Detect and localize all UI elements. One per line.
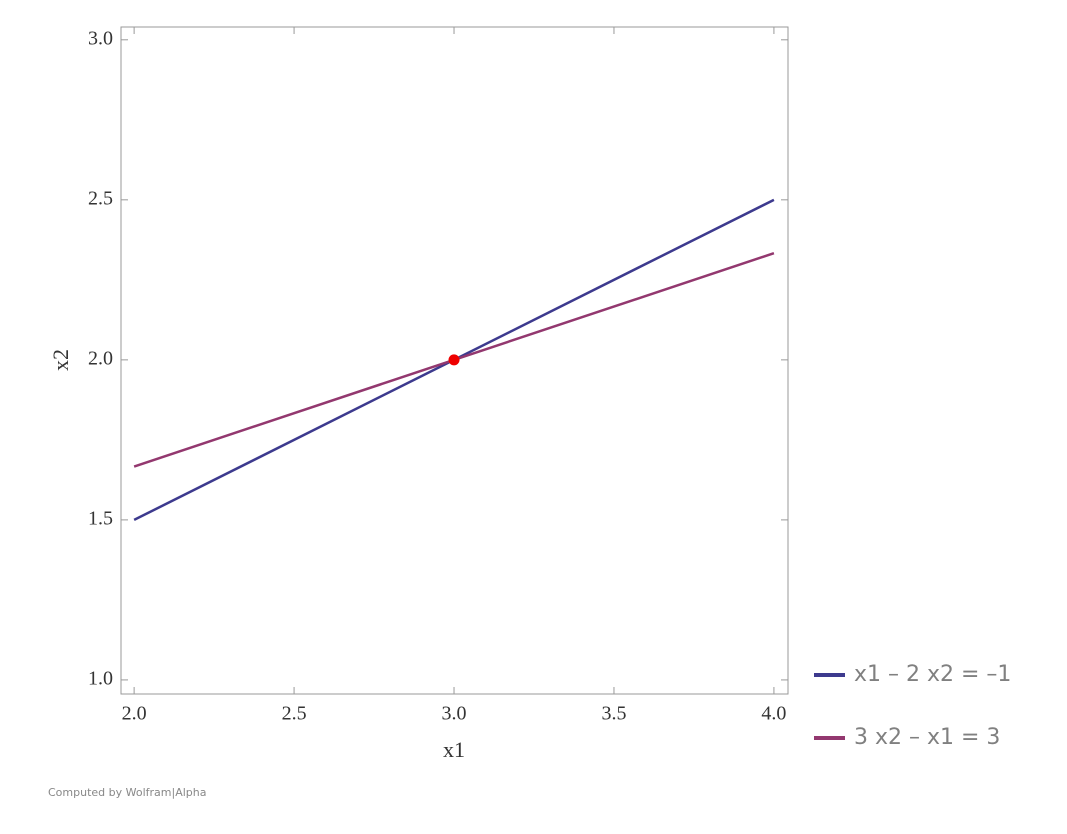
x-tick-label: 4.0 [761,703,786,725]
legend-label: x1 – 2 x2 = –1 [854,662,1011,687]
x-tick-label: 2.5 [282,703,307,725]
y-axis-label: x2 [48,349,73,371]
x-tick-label: 3.5 [601,703,626,725]
solution-point [448,354,460,366]
x-tick-label: 3.0 [442,703,467,725]
y-tick-label: 1.5 [88,507,113,529]
legend-label: 3 x2 – x1 = 3 [854,725,1000,750]
y-tick-label: 2.0 [88,347,113,369]
x-axis-label: x1 [443,737,465,762]
x-tick-label: 2.0 [122,703,147,725]
y-tick-label: 1.0 [88,668,113,690]
y-tick-label: 3.0 [88,27,113,49]
y-tick-label: 2.5 [88,187,113,209]
footer: Computed by Wolfram|Alpha [48,786,206,799]
